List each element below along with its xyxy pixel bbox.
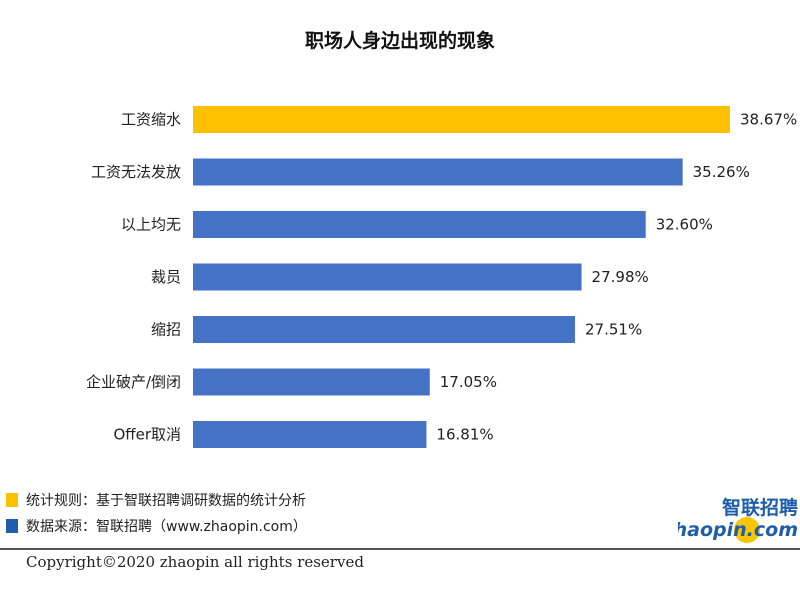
category-label-5: 企业破产/倒闭 bbox=[86, 373, 181, 391]
legend-item-source: 数据来源：智联招聘（www.zhaopin.com） bbox=[6, 516, 307, 536]
bar-chart: 工资缩水 38.67% 工资无法发放 35.26% 以上均无 32.60% 裁员 27.98%… bbox=[86, 106, 797, 448]
category-label-6: Offer取消 bbox=[113, 426, 181, 444]
category-label-0: 工资缩水 bbox=[121, 111, 181, 129]
logo-en-text: zhaopin.com bbox=[678, 519, 798, 541]
value-label-5: 17.05% bbox=[440, 373, 497, 391]
logo-cn-text: 智联招聘 bbox=[722, 496, 798, 519]
legend-swatch-yellow bbox=[6, 493, 18, 507]
category-label-2: 以上均无 bbox=[121, 216, 181, 234]
bar-5 bbox=[193, 368, 430, 396]
footer-divider bbox=[0, 548, 800, 550]
copyright-text: Copyright©2020 zhaopin all rights reserv… bbox=[26, 553, 364, 571]
value-label-3: 27.98% bbox=[592, 268, 649, 286]
chart-title: 职场人身边出现的现象 bbox=[304, 30, 495, 52]
value-label-0: 38.67% bbox=[740, 111, 797, 129]
legend-item-rule: 统计规则：基于智联招聘调研数据的统计分析 bbox=[6, 490, 306, 510]
legend-swatch-blue bbox=[6, 519, 18, 533]
bar-2 bbox=[193, 211, 646, 238]
bar-6 bbox=[193, 421, 427, 448]
bar-0 bbox=[193, 106, 730, 133]
category-label-1: 工资无法发放 bbox=[91, 163, 181, 181]
category-label-3: 裁员 bbox=[151, 268, 181, 286]
bar-4 bbox=[193, 316, 576, 343]
bar-3 bbox=[193, 263, 582, 291]
value-label-2: 32.60% bbox=[656, 216, 713, 234]
category-label-4: 缩招 bbox=[151, 321, 181, 339]
value-label-6: 16.81% bbox=[436, 426, 493, 444]
legend-rule-text: 统计规则：基于智联招聘调研数据的统计分析 bbox=[26, 493, 306, 509]
logo-circle-mark bbox=[734, 517, 760, 543]
bar-1 bbox=[193, 158, 683, 186]
legend-source-text: 数据来源：智联招聘（www.zhaopin.com） bbox=[26, 519, 307, 535]
zhaopin-logo: 智联招聘 zhaopin.com bbox=[678, 496, 798, 543]
bars-group: 工资缩水 38.67% 工资无法发放 35.26% 以上均无 32.60% 裁员 27.98%… bbox=[86, 106, 797, 448]
value-label-1: 35.26% bbox=[693, 163, 750, 181]
value-label-4: 27.51% bbox=[585, 321, 642, 339]
